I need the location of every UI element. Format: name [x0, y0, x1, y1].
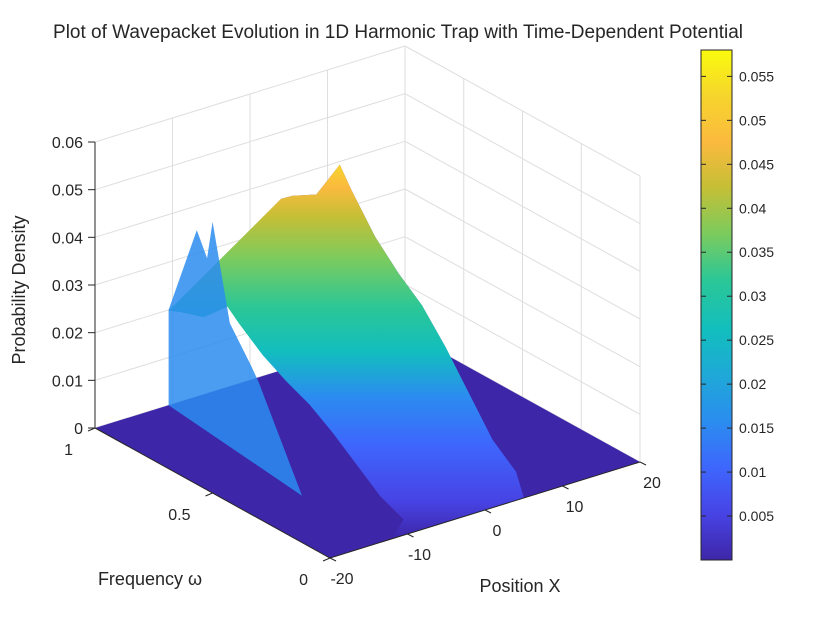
colorbar-gradient: [700, 49, 733, 561]
x-tick-label: -20: [330, 571, 353, 588]
chart-title: Plot of Wavepacket Evolution in 1D Harmo…: [53, 22, 743, 43]
y-tick-label: 0: [299, 572, 308, 589]
ridge-top-surface: [168, 164, 524, 539]
x-tick: [329, 557, 337, 562]
colorbar-tick-label: 0.035: [739, 244, 774, 260]
x-tick-label: 20: [643, 475, 661, 492]
colorbar-tick-label: 0.02: [739, 376, 766, 392]
y-axis-label: Frequency ω: [98, 569, 202, 589]
y-tick-label: 1: [64, 442, 73, 459]
colorbar-ticks: 0.005 0.01 0.015 0.02 0.025 0.03 0.035 0.04 0.04…: [701, 68, 774, 524]
colorbar-tick-label: 0.05: [739, 112, 766, 128]
colorbar-tick-label: 0.045: [739, 156, 774, 172]
colorbar-tick-label: 0.025: [739, 332, 774, 348]
tick-labels: -20-100102000.5100.010.020.030.040.050.0…: [52, 135, 661, 589]
x-axis-label: Position X: [479, 576, 560, 596]
z-tick-label: 0: [74, 421, 83, 438]
x-tick: [407, 533, 414, 538]
colorbar-tick-label: 0.01: [739, 464, 766, 480]
colorbar-tick-label: 0.04: [739, 200, 766, 216]
z-tick-label: 0.06: [52, 135, 83, 152]
y-tick: [205, 492, 213, 497]
colorbar-tick-label: 0.03: [739, 288, 766, 304]
x-tick-label: 10: [566, 499, 584, 516]
x-tick: [562, 485, 569, 490]
axes: [87, 141, 647, 562]
z-tick-label: 0.05: [52, 183, 83, 200]
z-tick-label: 0.04: [52, 230, 83, 247]
z-tick-label: 0.01: [52, 373, 83, 390]
x-tick-label: 0: [493, 523, 502, 540]
colorbar-tick-label: 0.015: [739, 420, 774, 436]
y-tick-label: 0.5: [168, 507, 190, 524]
z-axis-label: Probability Density: [9, 215, 29, 364]
z-tick-label: 0.03: [52, 278, 83, 295]
x-tick-label: -10: [408, 547, 431, 564]
colorbar-tick-label: 0.055: [739, 68, 774, 84]
colorbar: 0.005 0.01 0.015 0.02 0.025 0.03 0.035 0.04 0.04…: [700, 49, 774, 561]
z-tick-label: 0.02: [52, 326, 83, 343]
y-tick: [322, 557, 331, 562]
ridge-left-spikes: [168, 221, 302, 496]
x-tick: [484, 509, 492, 514]
colorbar-tick-label: 0.005: [739, 508, 774, 524]
surface-plot: [95, 164, 640, 558]
x-tick: [639, 461, 647, 466]
